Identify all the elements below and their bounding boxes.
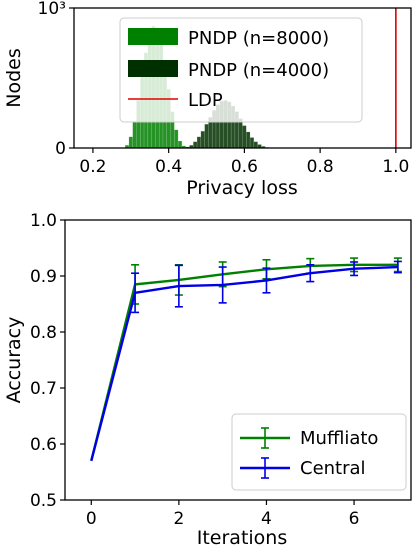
accuracy-y-tick-label: 0.5	[30, 491, 57, 511]
accuracy-x-axis-label: Iterations	[197, 527, 288, 549]
histogram-bar	[242, 125, 247, 149]
histogram-bar	[253, 141, 258, 149]
series-line	[90, 263, 398, 462]
histogram-x-tick-label: 0.6	[231, 157, 258, 177]
legend-swatch-central	[240, 457, 290, 479]
histogram-legend: PNDP (n=8000) PNDP (n=4000) LDP	[119, 17, 363, 123]
series-line	[90, 265, 398, 462]
histogram-bar	[249, 137, 255, 149]
histogram-bar	[204, 123, 209, 149]
legend-label-ldp: LDP	[188, 90, 223, 111]
histogram-bar	[128, 136, 133, 149]
accuracy-chart: 0 2 4 6 0.5 0.6 0.7 0.8 0.9 1.0 Iterations Accur…	[3, 211, 412, 549]
histogram-x-tick-label: 0.4	[155, 157, 182, 177]
accuracy-plot-frame	[64, 219, 412, 501]
legend-label-pndp-8000: PNDP (n=8000)	[188, 28, 329, 49]
histogram-y-tick-label: 0	[55, 139, 66, 159]
accuracy-y-tick-label: 1.0	[30, 211, 57, 231]
accuracy-y-ticks: 0.5 0.6 0.7 0.8 0.9 1.0	[30, 211, 65, 511]
legend-label-pndp-4000: PNDP (n=4000)	[188, 60, 329, 81]
accuracy-legend: Muffliato Central	[231, 413, 407, 491]
accuracy-x-tick-label: 4	[261, 509, 272, 529]
histogram-plot-frame	[73, 7, 412, 149]
histogram-y-ticks: 0 10³	[38, 0, 74, 159]
legend-label-central: Central	[300, 458, 366, 479]
histogram-x-tick-label: 0.8	[307, 157, 334, 177]
accuracy-x-tick-label: 6	[349, 509, 360, 529]
histogram-bar	[246, 131, 251, 149]
histogram-x-ticks: 0.2 0.4 0.6 0.8 1.0	[79, 148, 409, 177]
legend-swatch-pndp-8000	[128, 28, 178, 45]
accuracy-x-tick-label: 2	[173, 509, 184, 529]
legend-swatch-pndp-4000	[128, 60, 178, 77]
histogram-bar	[196, 136, 202, 149]
legend-swatch-muffliato	[240, 427, 290, 449]
histogram-x-axis-label: Privacy loss	[186, 177, 298, 199]
accuracy-series	[90, 257, 402, 462]
histogram-bar	[238, 118, 243, 149]
accuracy-y-axis-label: Accuracy	[3, 317, 25, 404]
histogram-bar	[174, 129, 179, 149]
accuracy-y-tick-label: 0.7	[30, 379, 57, 399]
accuracy-y-tick-label: 0.9	[30, 267, 57, 287]
accuracy-x-tick-label: 0	[86, 509, 97, 529]
histogram-bar	[193, 141, 198, 149]
accuracy-x-ticks: 0 2 4 6	[86, 500, 360, 529]
histogram-x-tick-label: 1.0	[382, 157, 409, 177]
accuracy-y-tick-label: 0.6	[30, 435, 57, 455]
histogram-legend-box	[119, 17, 363, 123]
histogram-y-axis-label: Nodes	[3, 48, 25, 108]
accuracy-legend-box	[231, 413, 407, 491]
accuracy-y-tick-label: 0.8	[30, 323, 57, 343]
legend-label-muffliato: Muffliato	[300, 428, 378, 449]
histogram-bar	[177, 140, 183, 149]
histogram-y-tick-label: 10³	[38, 0, 66, 19]
histogram-bar	[200, 130, 205, 149]
histogram-x-tick-label: 0.2	[79, 157, 106, 177]
histogram-bar	[132, 121, 137, 149]
